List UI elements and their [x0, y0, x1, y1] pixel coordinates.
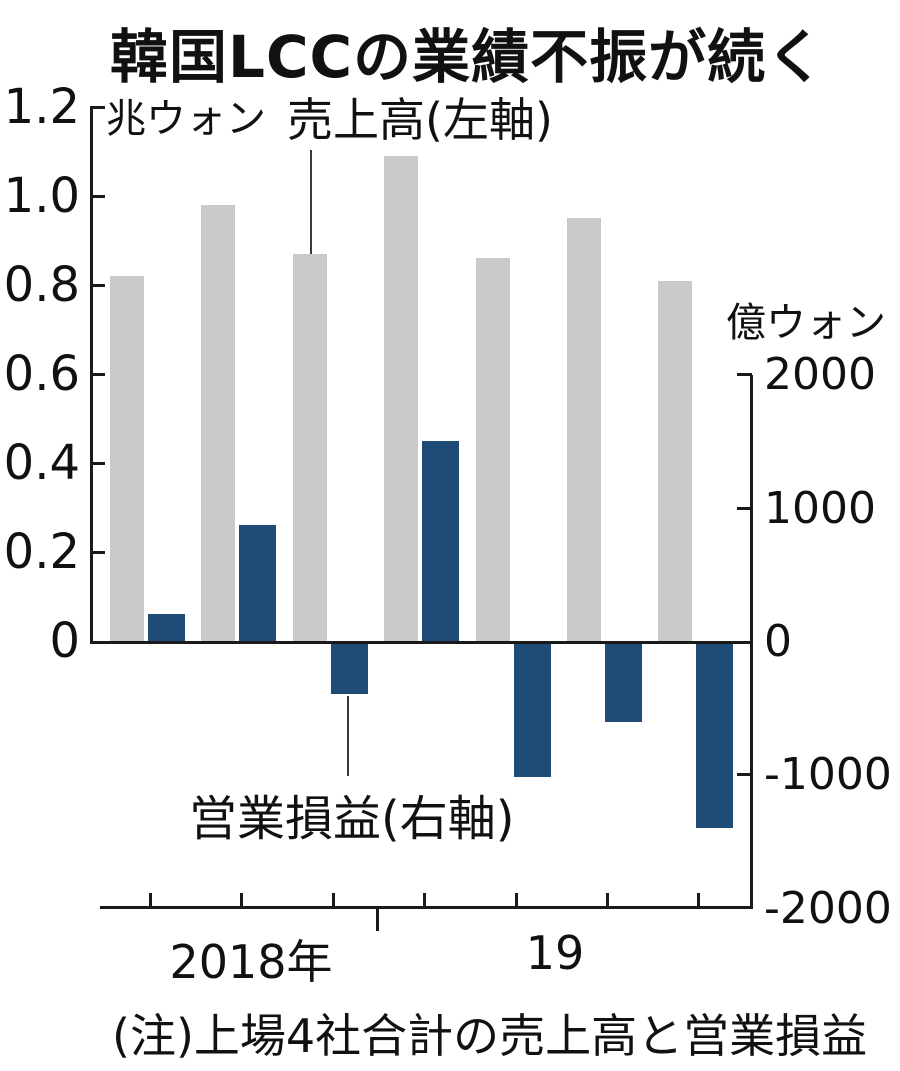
left-axis-tick — [90, 195, 105, 198]
x-axis-quarter-tick — [331, 893, 335, 906]
right-axis-unit-label: 億ウォン — [726, 300, 886, 346]
left-axis-tick-label: 0.6 — [3, 346, 80, 402]
right-axis-tick — [737, 373, 752, 377]
revenue-bar — [292, 253, 327, 641]
revenue-bar — [110, 276, 144, 641]
revenue-leader-line — [310, 150, 312, 254]
right-axis-tick-label: -1000 — [764, 749, 892, 801]
profit-bar — [239, 525, 277, 641]
page-title: 韓国LCCの業績不振が続く — [110, 23, 826, 91]
profit-bar — [513, 644, 551, 777]
x-axis-year-label-19: 19 — [525, 926, 585, 980]
left-axis-tick — [90, 373, 105, 376]
revenue-bar — [475, 258, 510, 641]
x-axis-quarter-tick — [149, 893, 152, 906]
right-axis-tick-label: 0 — [764, 616, 792, 667]
left-axis-tick — [90, 551, 105, 554]
left-axis-tick-label: 0.2 — [3, 524, 80, 580]
revenue-series-label: 売上高(左軸) — [287, 93, 553, 147]
left-axis-tick-label: 0.8 — [3, 257, 80, 313]
x-axis-quarter-tick — [606, 893, 609, 906]
revenue-bar — [384, 155, 419, 641]
right-axis-tick-label: 1000 — [764, 482, 876, 534]
profit-bar — [605, 644, 642, 723]
x-axis-quarter-tick — [423, 893, 427, 906]
right-axis-tick-label: 2000 — [764, 349, 876, 401]
profit-bar — [148, 614, 185, 641]
right-axis-tick — [737, 506, 752, 510]
revenue-bar — [201, 204, 236, 641]
x-axis-year-label-2018: 2018年 — [169, 935, 333, 989]
footnote: (注)上場4社合計の売上高と営業損益 — [112, 1009, 868, 1063]
profit-bar — [696, 644, 734, 828]
left-axis-unit-label: 兆ウォン — [106, 96, 266, 142]
profit-bar — [330, 644, 368, 695]
revenue-bar — [658, 280, 693, 641]
bottom-axis-line — [100, 906, 753, 909]
left-axis-tick-label: 0.4 — [3, 435, 80, 491]
year-divider-tick — [376, 909, 379, 931]
left-axis-tick — [90, 106, 105, 109]
profit-leader-line — [347, 696, 349, 776]
left-axis-tick — [90, 284, 105, 287]
profit-bar — [422, 441, 460, 641]
left-axis-tick-label: 0 — [49, 613, 80, 669]
left-axis-tick-label: 1.0 — [3, 168, 80, 224]
left-axis-tick — [90, 462, 105, 465]
left-axis-tick-label: 1.2 — [3, 79, 80, 135]
x-axis-quarter-tick — [240, 893, 244, 906]
right-axis-tick — [737, 773, 752, 777]
zero-baseline — [90, 641, 753, 644]
right-axis-tick-label: -2000 — [764, 882, 892, 934]
x-axis-quarter-tick — [697, 893, 701, 906]
profit-series-label: 営業損益(右軸) — [189, 791, 515, 847]
x-axis-quarter-tick — [514, 893, 518, 906]
revenue-bar — [567, 218, 601, 641]
